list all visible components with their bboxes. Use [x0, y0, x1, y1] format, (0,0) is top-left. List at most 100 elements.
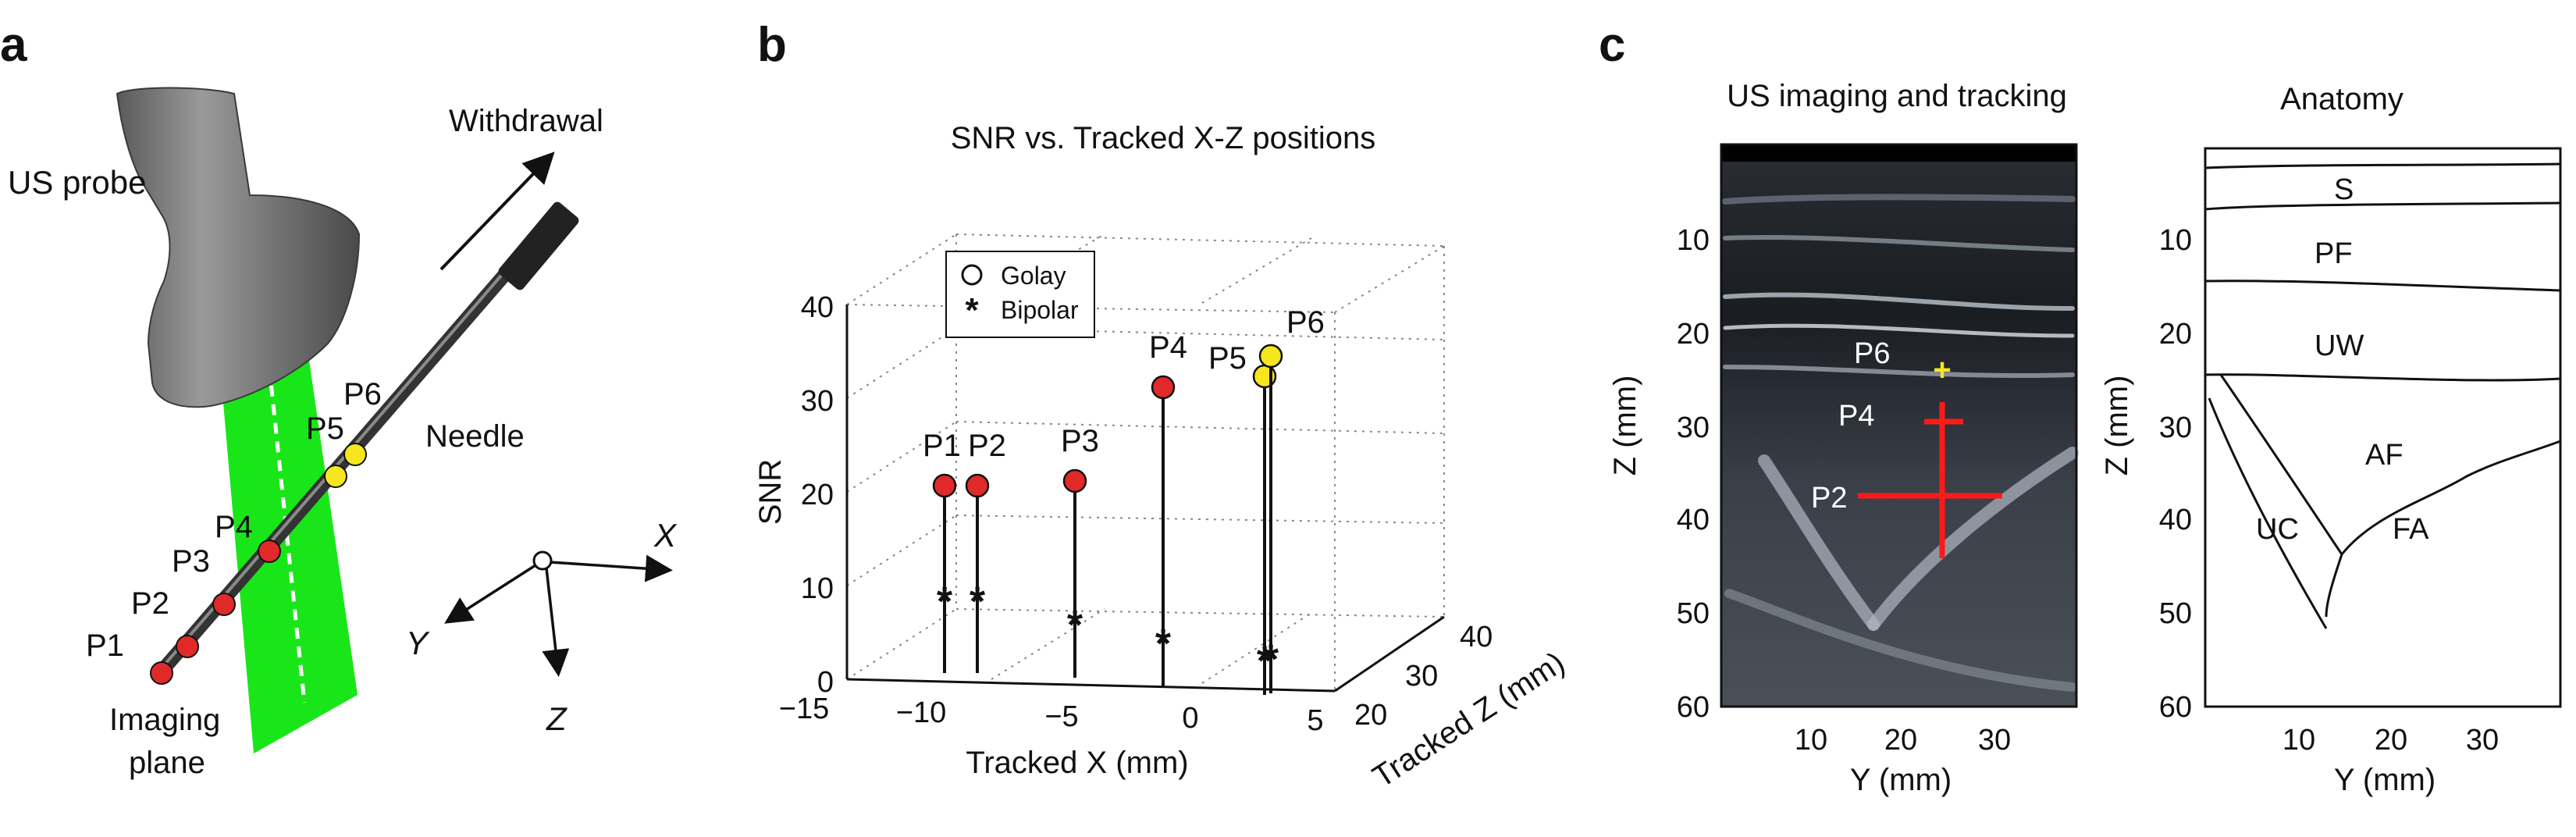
z-axis-line	[1334, 615, 1445, 693]
point-p4-marker	[258, 540, 281, 563]
us-label-p4: P4	[1838, 400, 1874, 433]
snr-tick: 10	[801, 572, 834, 605]
point-p5-marker	[324, 465, 347, 488]
golay-marker-p1	[932, 473, 957, 498]
y-axis-label: Y	[406, 625, 430, 661]
point-label-p5: P5	[1208, 341, 1247, 376]
withdrawal-arrow	[439, 151, 555, 271]
x-axis-label: X	[653, 517, 678, 554]
us-image-top-bar	[1721, 144, 2076, 162]
us-z-tick: 30	[1677, 411, 1710, 444]
bipolar-marker-p3: *	[1067, 603, 1083, 648]
anatomy-label-pf: PF	[2314, 237, 2353, 270]
anatomy-y-tick: 20	[2375, 724, 2407, 757]
x-axis-line	[846, 678, 1336, 693]
x-tick: −15	[779, 693, 829, 725]
anatomy-label-fa: FA	[2393, 513, 2429, 546]
point-p5-label: P5	[306, 411, 344, 446]
legend-golay-label: Golay	[1001, 262, 1066, 290]
point-label-p2: P2	[968, 429, 1006, 463]
us-y-axis-label: Y (mm)	[1850, 763, 1952, 797]
bipolar-marker-p6: *	[1263, 637, 1279, 682]
anatomy-label-uc: UC	[2256, 513, 2299, 546]
point-p6-marker	[343, 443, 367, 466]
anatomy-label-s: S	[2334, 173, 2354, 206]
anatomy-label-af: AF	[2365, 439, 2403, 472]
golay-marker-p4	[1151, 375, 1176, 400]
us-z-tick: 50	[1677, 597, 1710, 630]
panel-b: b SNR vs. Tracked X-Z positions	[753, 18, 1571, 795]
legend-box	[945, 251, 1095, 338]
anatomy-z-tick: 60	[2159, 691, 2192, 724]
bipolar-marker-p4: *	[1155, 622, 1172, 667]
x-tick: 5	[1307, 704, 1323, 737]
withdrawal-label: Withdrawal	[449, 104, 603, 138]
z-tick: 40	[1460, 621, 1493, 654]
axes-origin	[532, 550, 553, 571]
y-axis-arrow	[444, 564, 536, 624]
anatomy-boundaries	[2204, 162, 2561, 629]
anatomy-z-tick: 20	[2159, 318, 2192, 351]
p6-cross-marker: +	[1933, 353, 1951, 387]
snr-tick: 30	[801, 385, 834, 418]
x-tick: 0	[1182, 702, 1198, 735]
us-probe-label: US probe	[8, 164, 146, 201]
us-z-tick: 60	[1677, 691, 1710, 724]
anatomy-z-tick: 30	[2159, 411, 2192, 444]
golay-marker-p2	[965, 473, 990, 498]
z-tick: 20	[1354, 699, 1387, 732]
anatomy-z-axis-label: Z (mm)	[2100, 376, 2134, 476]
snr-tick: 0	[817, 666, 834, 699]
point-p2-label: P2	[131, 586, 169, 621]
point-label-p1: P1	[923, 429, 961, 463]
us-z-tick: 10	[1677, 224, 1710, 257]
anatomy-y-axis-label: Y (mm)	[2334, 763, 2435, 797]
us-z-axis-label: Z (mm)	[1608, 376, 1642, 476]
us-z-tick: 20	[1677, 318, 1710, 351]
anatomy-y-tick: 10	[2282, 724, 2315, 757]
us-label-p2: P2	[1811, 482, 1847, 515]
anatomy-z-tick: 40	[2159, 504, 2192, 536]
point-label-p3: P3	[1061, 424, 1099, 458]
anatomy-frame	[2204, 147, 2562, 708]
bipolar-marker-p5: *	[1257, 639, 1273, 684]
us-label-p6: P6	[1854, 337, 1890, 370]
legend-golay-marker	[961, 264, 983, 286]
us-probe	[116, 87, 361, 408]
panel-c: c US imaging and tracking Anatomy + P6 P…	[1599, 18, 2562, 797]
point-label-p6: P6	[1286, 305, 1325, 340]
us-tissue-bands	[1722, 194, 2079, 692]
us-image	[1721, 144, 2076, 707]
point-p2-marker	[176, 635, 199, 658]
anatomy-z-tick: 10	[2159, 224, 2192, 257]
imaging-plane-label-1: Imaging	[109, 703, 220, 737]
anatomy-z-tick: 50	[2159, 597, 2192, 630]
panel-a: a US probe Withdrawal Needle P1 P2 P3 P4…	[0, 18, 678, 780]
z-axis-label: Z	[546, 700, 568, 737]
legend-bipolar-label: Bipolar	[1001, 296, 1079, 324]
anatomy-y-tick: 30	[2466, 724, 2499, 757]
point-p1-label: P1	[86, 629, 124, 663]
point-label-p4: P4	[1149, 330, 1187, 365]
us-title: US imaging and tracking	[1727, 79, 2067, 113]
bipolar-marker-p2: *	[970, 579, 986, 625]
x-axis-title: Tracked X (mm)	[966, 746, 1188, 780]
snr-tick: 20	[801, 479, 834, 511]
us-z-tick: 40	[1677, 504, 1710, 536]
snr-tick: 40	[801, 291, 834, 324]
x-axis-arrow	[550, 554, 673, 582]
chart-marks: * P1 * P2 * P3 * P4 * P5 * P6	[923, 305, 1325, 695]
x-tick: −10	[896, 696, 946, 729]
z-axis-arrow	[542, 568, 570, 677]
us-y-tick: 20	[1884, 724, 1917, 757]
snr-axis-label: SNR	[753, 459, 788, 525]
point-p1-marker	[150, 661, 173, 685]
us-y-tick: 10	[1795, 724, 1827, 757]
golay-marker-p6	[1258, 344, 1283, 369]
bipolar-marker-p1: *	[937, 579, 953, 625]
panel-b-letter: b	[757, 18, 787, 72]
point-p3-label: P3	[172, 544, 210, 579]
point-p6-label: P6	[343, 377, 382, 411]
anatomy-label-uw: UW	[2314, 329, 2364, 362]
